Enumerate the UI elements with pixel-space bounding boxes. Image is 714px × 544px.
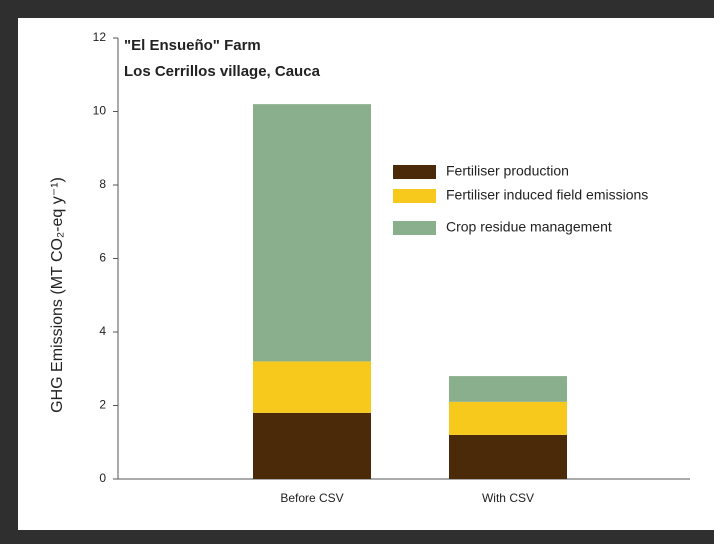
legend-swatch: [393, 221, 436, 235]
y-tick-label: 8: [99, 177, 106, 191]
legend-label: Fertiliser production: [446, 163, 569, 179]
bar-segment: [253, 361, 371, 413]
y-tick-label: 2: [99, 398, 106, 412]
legend-label: Fertiliser induced field emissions: [446, 187, 648, 203]
bar-segment: [449, 434, 567, 479]
bar-segment: [253, 412, 371, 479]
y-axis-label: GHG Emissions (MT CO₂-eq y⁻¹): [49, 177, 66, 413]
chart-subtitle: Los Cerrillos village, Cauca: [124, 63, 321, 80]
chart-title: "El Ensueño" Farm: [124, 37, 261, 54]
y-tick-label: 4: [99, 324, 106, 338]
bar-segment: [449, 401, 567, 435]
bar-segment: [449, 376, 567, 402]
x-tick-label: With CSV: [482, 491, 534, 505]
y-tick-label: 10: [93, 104, 107, 118]
legend-swatch: [393, 165, 436, 179]
x-tick-label: Before CSV: [280, 491, 343, 505]
y-tick-label: 6: [99, 251, 106, 265]
y-tick-label: 0: [99, 471, 106, 485]
y-tick-label: 12: [93, 30, 107, 44]
legend-swatch: [393, 189, 436, 203]
bar-segment: [253, 104, 371, 362]
legend-label: Crop residue management: [446, 219, 612, 235]
